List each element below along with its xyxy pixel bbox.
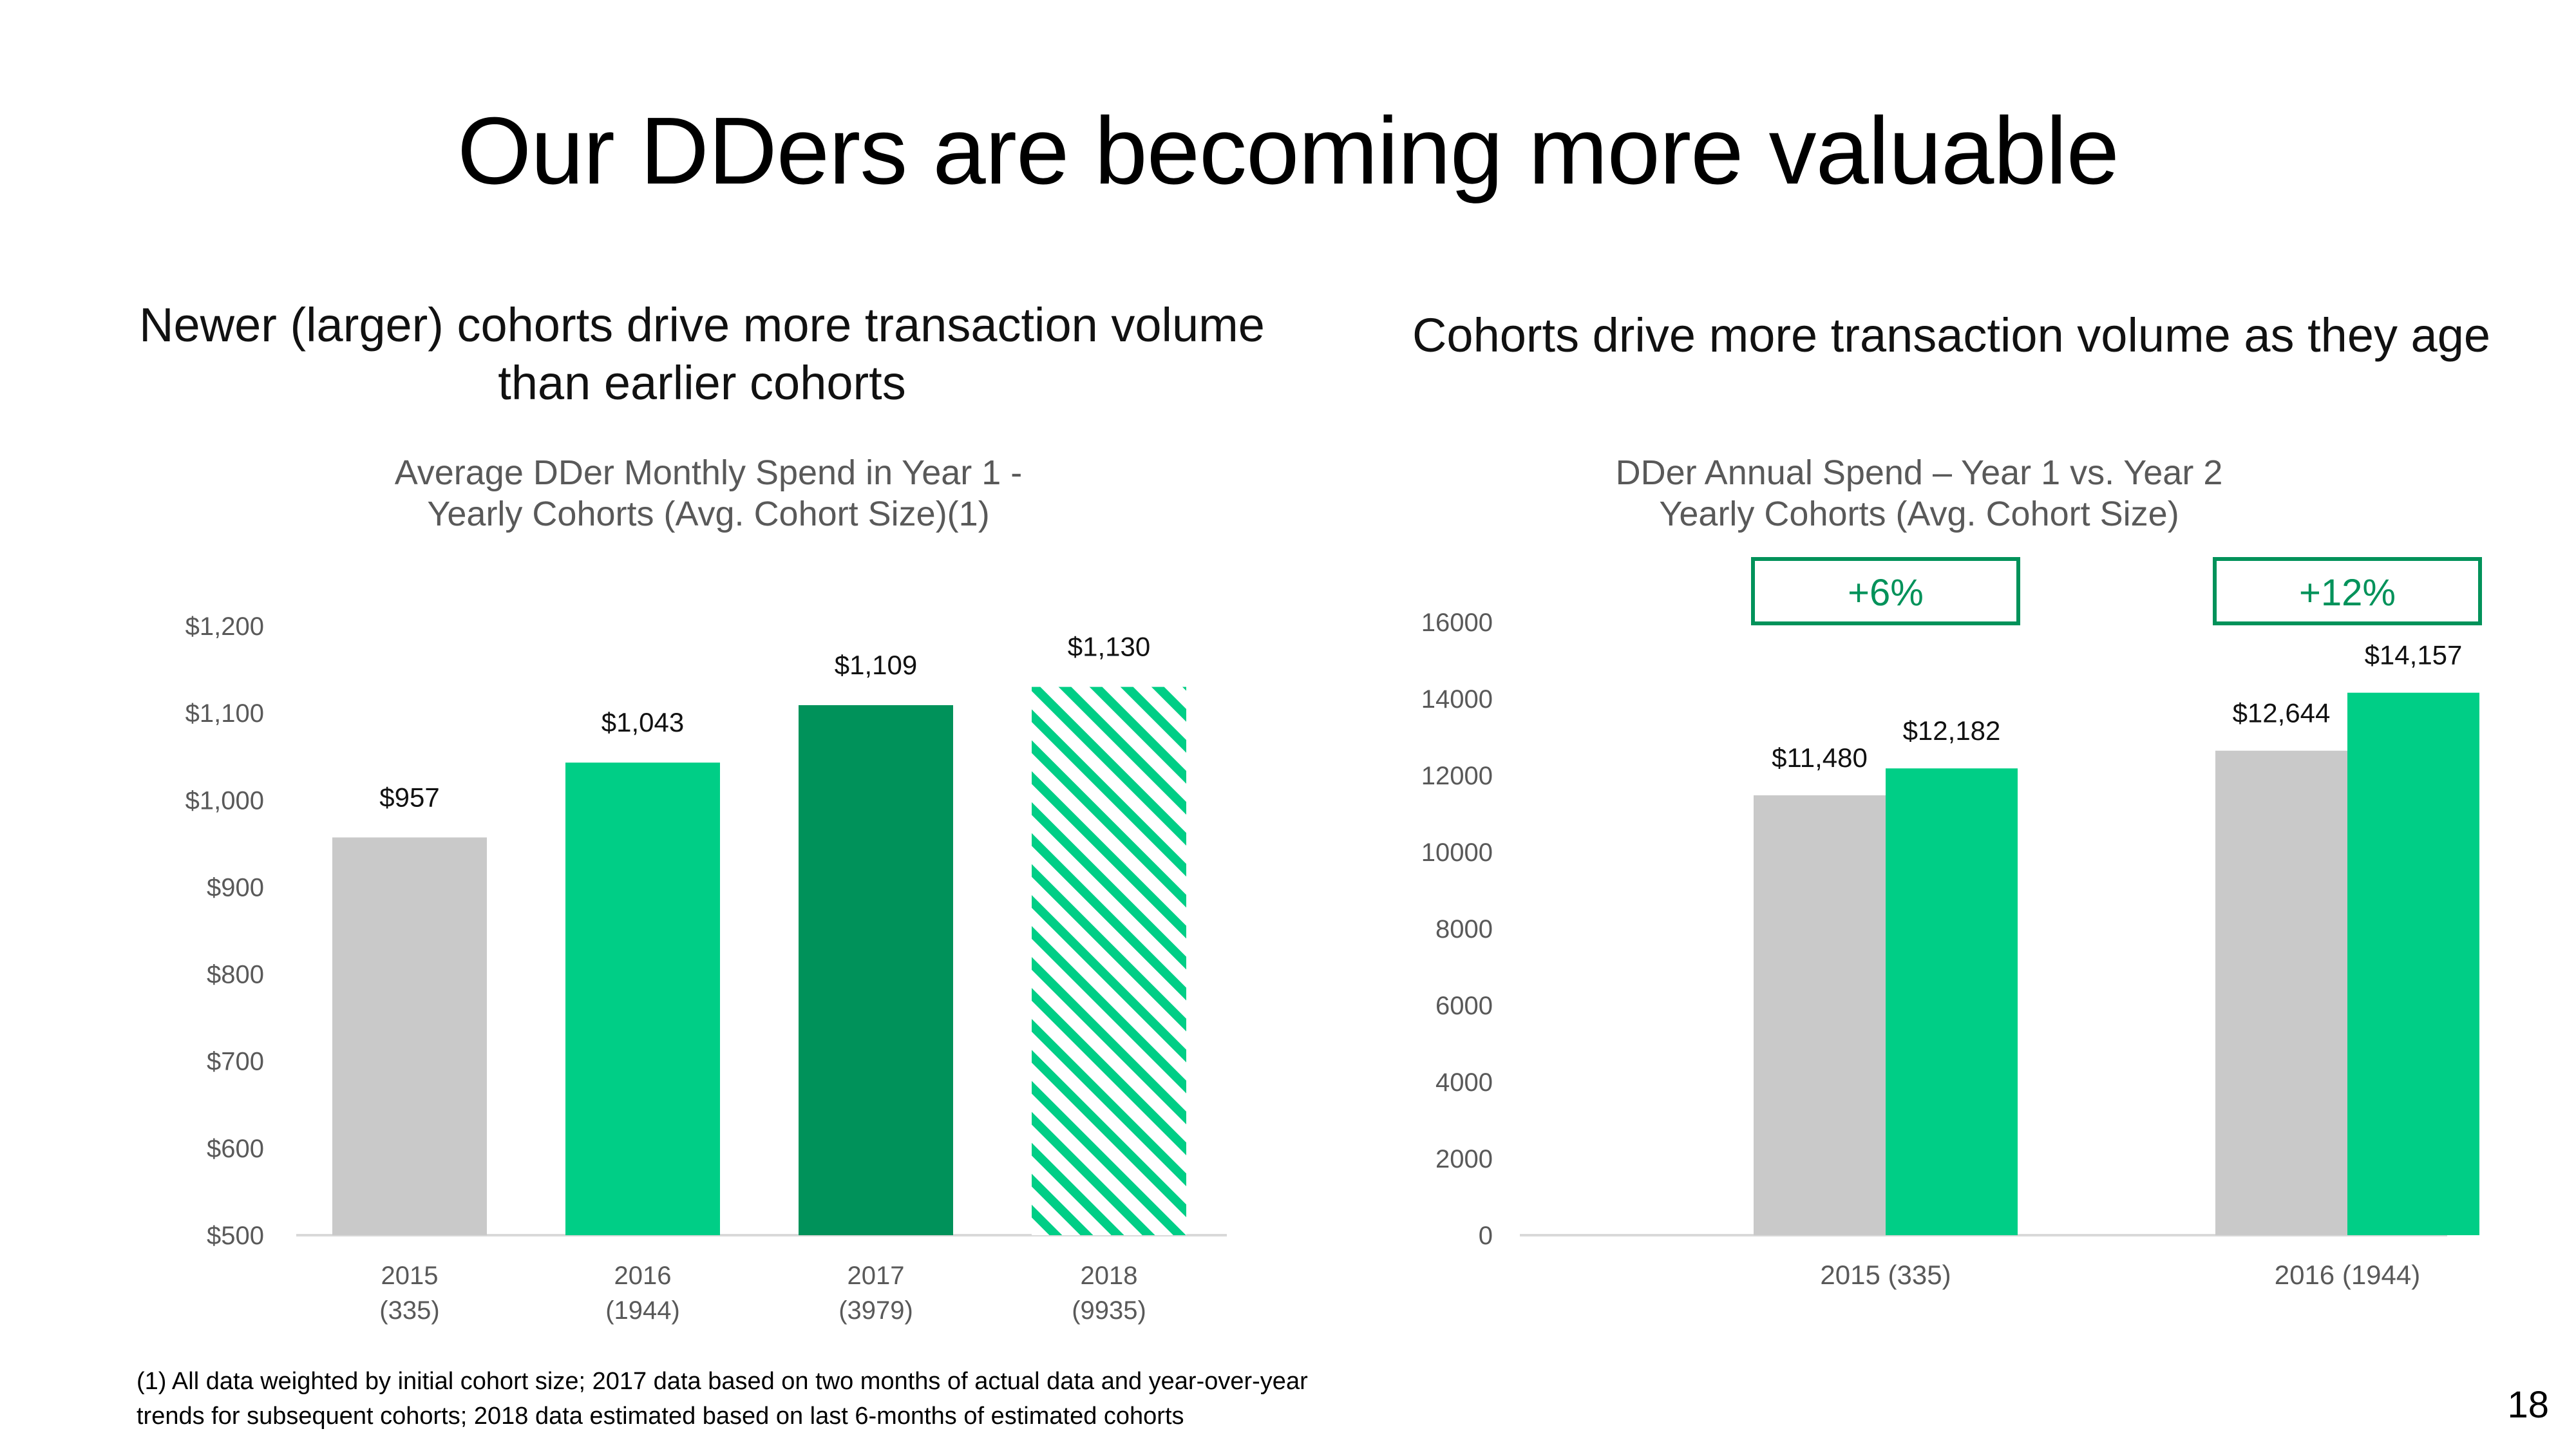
left-bar-data-label: $1,109 [835,650,917,680]
left-x-tick-sublabel: (3979) [838,1296,913,1325]
left-x-tick-label: 2018 [1081,1262,1138,1290]
growth-annotation-label: +12% [2299,572,2396,614]
left-y-tick-label: $900 [207,873,264,902]
growth-annotation-box [1751,557,2020,625]
right-y-tick-label: 8000 [1435,915,1493,943]
left-chart-title-line-1: Average DDer Monthly Spend in Year 1 - [394,453,1023,492]
left-x-tick-label: 2017 [848,1262,905,1290]
left-y-tick-label: $1,100 [185,699,264,728]
right-y-tick-label: 6000 [1435,992,1493,1020]
left-section-heading: Newer (larger) cohorts drive more transa… [139,298,1265,410]
left-chart-title-line-2: Yearly Cohorts (Avg. Cohort Size)(1) [427,495,990,533]
right-bar-year2-0 [1886,768,2018,1235]
right-bar-data-label: $12,644 [2233,698,2331,728]
left-x-tick-label: 2015 [381,1262,439,1290]
left-x-tick-sublabel: (335) [379,1296,439,1325]
right-bar-chart: 0 2000 4000 6000 8000 10000 12000 14000 16000 $11… [1421,557,2482,1290]
slide-title: Our DDers are becoming more valuable [457,98,2119,204]
left-bar-data-label: $1,130 [1068,632,1150,662]
left-bar-2016 [565,762,720,1235]
footnote: (1) All data weighted by initial cohort … [137,1368,1308,1430]
left-y-tick-label: $700 [207,1048,264,1076]
right-x-tick-label: 2015 (335) [1820,1260,1951,1290]
left-x-tick-sublabel: (1944) [605,1296,680,1325]
right-bar-year1-0 [1754,795,1886,1235]
growth-annotation-label: +6% [1848,572,1924,614]
right-y-tick-label: 0 [1479,1222,1493,1250]
left-x-tick-sublabel: (9935) [1072,1296,1146,1325]
left-y-tick-label: $1,000 [185,786,264,815]
left-x-tick-label: 2016 [614,1262,672,1290]
right-bar-year1-1 [2215,750,2347,1235]
right-chart-title: DDer Annual Spend – Year 1 vs. Year 2 Ye… [1533,452,2306,535]
left-bar-data-label: $1,043 [601,707,684,737]
right-section-heading: Cohorts drive more transaction volume as… [1412,308,2491,362]
right-y-tick-label: 4000 [1435,1068,1493,1097]
right-chart-title-line-2: Yearly Cohorts (Avg. Cohort Size) [1659,495,2179,533]
right-bar-year2-1 [2347,692,2479,1235]
left-bar-2015 [332,837,487,1235]
growth-annotation-box [2213,557,2482,625]
left-y-tick-label: $600 [207,1135,264,1163]
left-chart-title: Average DDer Monthly Spend in Year 1 - Y… [322,452,1095,535]
left-y-tick-label: $800 [207,961,264,989]
right-y-tick-label: 10000 [1421,838,1493,867]
left-bar-data-label: $957 [379,782,439,812]
right-y-tick-label: 14000 [1421,685,1493,714]
left-bar-chart: $500 $600 $700 $800 $900 $1,000 $1,100 $1,200 $9… [185,612,1227,1325]
right-bar-data-label: $12,182 [1903,715,2001,746]
right-y-tick-label: 16000 [1421,609,1493,637]
left-y-tick-label: $1,200 [185,612,264,641]
right-y-tick-label: 12000 [1421,762,1493,790]
right-bar-data-label: $11,480 [1772,743,1868,773]
right-x-tick-label: 2016 (1944) [2275,1260,2421,1290]
right-chart-title-line-1: DDer Annual Spend – Year 1 vs. Year 2 [1615,453,2223,492]
left-y-tick-label: $500 [207,1222,264,1250]
right-bar-data-label: $14,157 [2365,640,2463,670]
left-bar-2018 [1032,687,1186,1235]
left-bar-2017 [799,705,953,1235]
page-number: 18 [2507,1384,2549,1426]
right-y-tick-label: 2000 [1435,1145,1493,1173]
